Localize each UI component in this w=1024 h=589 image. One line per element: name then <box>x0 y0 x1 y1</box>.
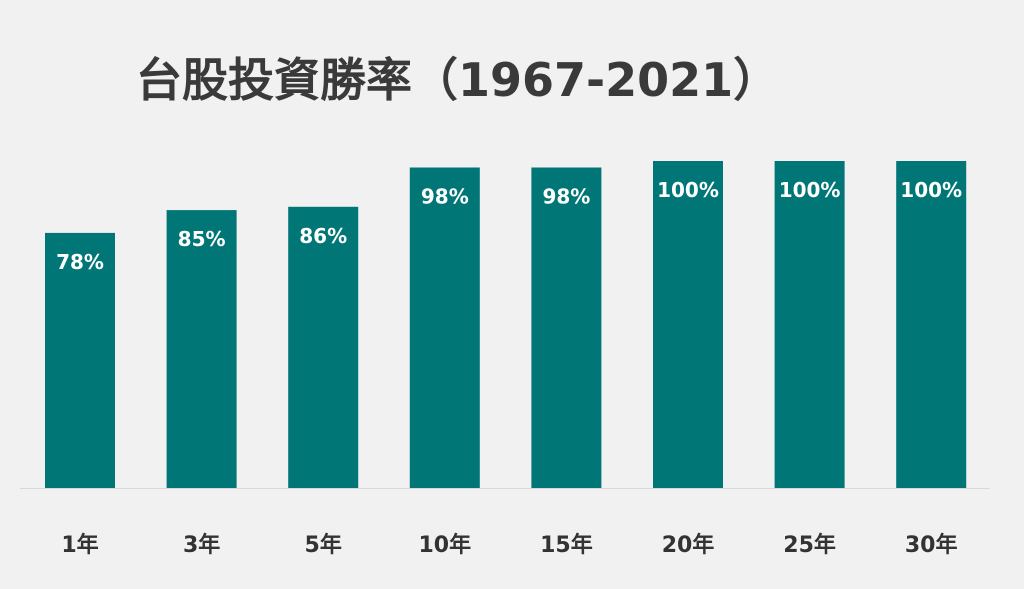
chart-title: 台股投資勝率（1967-2021） <box>136 53 780 107</box>
bar <box>288 206 359 489</box>
bar-value-label: 86% <box>299 224 347 248</box>
bar <box>896 161 967 488</box>
x-tick-label: 20年 <box>662 532 715 558</box>
bar <box>653 161 723 488</box>
x-tick-label: 25年 <box>783 532 836 558</box>
x-tick-label: 10年 <box>418 532 471 558</box>
bar-value-label: 100% <box>779 178 841 202</box>
bar <box>774 161 845 488</box>
x-tick-label: 5年 <box>305 532 342 558</box>
bar-value-label: 78% <box>56 250 104 274</box>
x-tick-label: 30年 <box>905 532 958 558</box>
bar <box>409 167 480 488</box>
x-tick-label: 1年 <box>61 532 98 558</box>
bar-value-label: 85% <box>178 227 226 251</box>
x-tick-label: 3年 <box>183 532 220 558</box>
bar <box>531 167 602 488</box>
bar-value-label: 98% <box>421 185 469 209</box>
bar-value-label: 100% <box>900 178 962 202</box>
x-tick-label: 15年 <box>540 532 593 558</box>
bar-value-label: 98% <box>542 185 590 209</box>
bar <box>166 210 237 488</box>
bar <box>45 232 115 488</box>
bar-value-label: 100% <box>657 178 719 202</box>
